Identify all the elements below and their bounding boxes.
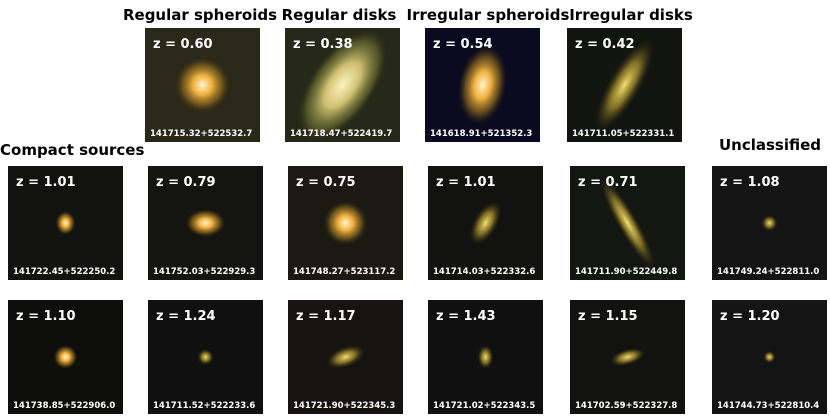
object-id: 141711.52+522233.6 (153, 401, 255, 411)
object-id: 141715.32+522532.7 (150, 129, 252, 139)
galaxy-panel: z = 1.01 141722.45+522250.2 (8, 166, 123, 280)
object-id: 141749.24+522811.0 (717, 267, 819, 277)
object-id: 141752.03+522929.3 (153, 267, 255, 277)
side-label: Compact sources (0, 141, 144, 159)
galaxy-panel: z = 1.17 141721.90+522345.3 (288, 300, 403, 414)
galaxy-panel: z = 0.71 141711.90+522449.8 (570, 166, 685, 280)
redshift-label: z = 0.79 (156, 175, 216, 190)
panel-grid: z = 0.60 141715.32+522532.7 z = 0.38 141718… (8, 28, 827, 414)
galaxy (477, 345, 494, 369)
galaxy-panel: z = 1.15 141702.59+522327.8 (570, 300, 685, 414)
object-id: 141711.90+522449.8 (575, 267, 677, 277)
redshift-label: z = 1.01 (436, 175, 496, 190)
object-id: 141744.73+522810.4 (717, 401, 819, 411)
column-header: Regular spheroids (123, 6, 277, 24)
galaxy-panel: z = 0.79 141752.03+522929.3 (148, 166, 263, 280)
galaxy (197, 349, 214, 365)
redshift-label: z = 1.43 (436, 309, 496, 324)
redshift-label: z = 0.38 (293, 37, 353, 52)
object-id: 141714.03+522332.6 (433, 267, 535, 277)
galaxy (297, 29, 388, 141)
redshift-label: z = 1.20 (720, 309, 780, 324)
column-header: Regular disks (282, 6, 397, 24)
column-header: Irregular disks (569, 6, 693, 24)
galaxy (457, 45, 508, 125)
redshift-label: z = 1.01 (16, 175, 76, 190)
galaxy (53, 345, 78, 369)
redshift-label: z = 0.42 (575, 37, 635, 52)
galaxy (326, 345, 365, 369)
column-header: Irregular spheroids (407, 6, 570, 24)
galaxy-panel: z = 0.38 141718.47+522419.7 (285, 28, 400, 142)
galaxy (600, 177, 655, 269)
redshift-label: z = 0.60 (153, 37, 213, 52)
galaxy (763, 351, 776, 363)
side-label: Unclassified (719, 136, 821, 154)
redshift-label: z = 1.24 (156, 309, 216, 324)
galaxy (55, 211, 76, 235)
galaxy (761, 215, 778, 231)
galaxy-panel: z = 1.24 141711.52+522233.6 (148, 300, 263, 414)
galaxy-panel: z = 0.54 141618.91+521352.3 (425, 28, 540, 142)
galaxy-panel: z = 0.60 141715.32+522532.7 (145, 28, 260, 142)
galaxy (595, 39, 654, 131)
galaxy (174, 57, 231, 113)
galaxy-panel: z = 1.01 141714.03+522332.6 (428, 166, 543, 280)
galaxy (469, 201, 502, 245)
galaxy-panel: z = 0.75 141748.27+523117.2 (288, 166, 403, 280)
galaxy (185, 209, 226, 237)
galaxy-panel: z = 1.43 141721.02+522343.5 (428, 300, 543, 414)
galaxy-panel: z = 1.20 141744.73+522810.4 (712, 300, 827, 414)
galaxy-panel: z = 0.42 141711.05+522331.1 (567, 28, 682, 142)
redshift-label: z = 0.75 (296, 175, 356, 190)
object-id: 141721.90+522345.3 (293, 401, 395, 411)
redshift-label: z = 1.10 (16, 309, 76, 324)
object-id: 141748.27+523117.2 (293, 267, 395, 277)
object-id: 141721.02+522343.5 (433, 401, 535, 411)
object-id: 141618.91+521352.3 (430, 129, 532, 139)
redshift-label: z = 1.17 (296, 309, 356, 324)
galaxy-panel: z = 1.08 141749.24+522811.0 (712, 166, 827, 280)
redshift-label: z = 0.54 (433, 37, 493, 52)
object-id: 141722.45+522250.2 (13, 267, 115, 277)
redshift-label: z = 1.15 (578, 309, 638, 324)
redshift-label: z = 0.71 (578, 175, 638, 190)
galaxy (323, 201, 368, 245)
object-id: 141702.59+522327.8 (575, 401, 677, 411)
galaxy-panel: z = 1.10 141738.85+522906.0 (8, 300, 123, 414)
redshift-label: z = 1.08 (720, 175, 780, 190)
galaxy (609, 347, 646, 367)
object-id: 141711.05+522331.1 (572, 129, 674, 139)
object-id: 141738.85+522906.0 (13, 401, 115, 411)
object-id: 141718.47+522419.7 (290, 129, 392, 139)
